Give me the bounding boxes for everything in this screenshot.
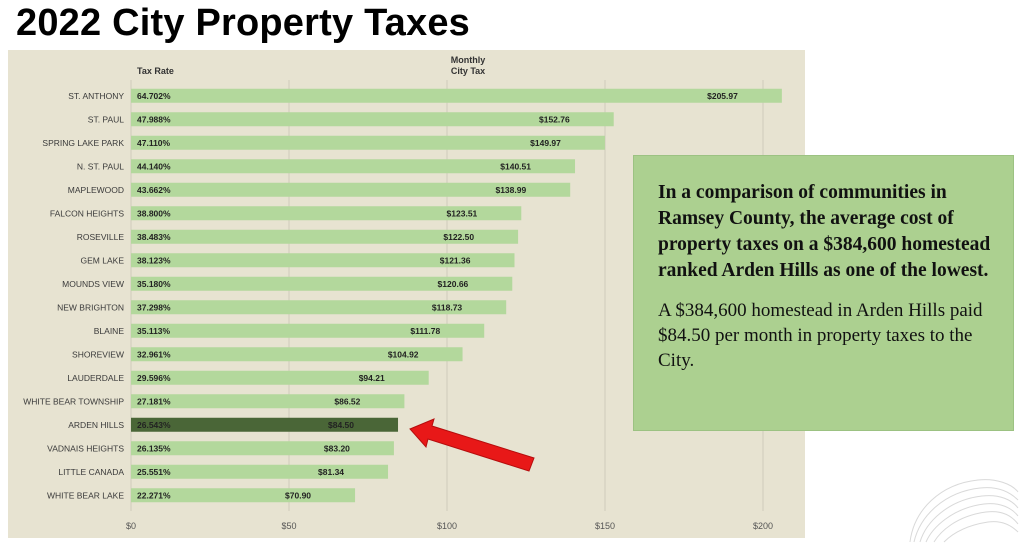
tax-rate-label: 26.135% (137, 443, 171, 453)
value-label: $83.20 (324, 443, 350, 453)
value-label: $140.51 (500, 161, 531, 171)
x-tick-label: $200 (753, 521, 773, 531)
tax-rate-label: 32.961% (137, 349, 171, 359)
bar-st-paul (131, 112, 614, 127)
bar-blaine (131, 323, 485, 338)
value-label: $120.66 (438, 279, 469, 289)
bar-n-st-paul (131, 159, 576, 174)
category-label: N. ST. PAUL (77, 161, 124, 171)
value-label: $152.76 (539, 114, 570, 124)
tax-rate-label: 37.298% (137, 302, 171, 312)
bar-vadnais-heights (131, 441, 394, 456)
value-label: $121.36 (440, 255, 471, 265)
bar-falcon-heights (131, 206, 522, 221)
category-label: GEM LAKE (81, 255, 125, 265)
slide-title: 2022 City Property Taxes (16, 2, 470, 44)
category-label: ROSEVILLE (77, 232, 125, 242)
value-label: $149.97 (530, 138, 561, 148)
labels: ST. ANTHONY 64.702% $205.97 ST. PAUL 47.988%… (23, 91, 738, 501)
x-tick-label: $50 (281, 521, 296, 531)
tax-rate-label: 27.181% (137, 396, 171, 406)
category-label: FALCON HEIGHTS (50, 208, 124, 218)
value-label: $84.50 (328, 420, 354, 430)
category-label: MAPLEWOOD (68, 185, 124, 195)
category-label: LAUDERDALE (67, 373, 124, 383)
tax-rate-label: 38.123% (137, 255, 171, 265)
tax-rate-label: 35.113% (137, 326, 171, 336)
category-label: WHITE BEAR LAKE (47, 490, 124, 500)
tax-rate-label: 43.662% (137, 185, 171, 195)
value-label: $111.78 (410, 326, 440, 336)
column-headers: Tax Rate Monthly City Tax (137, 55, 485, 76)
bar-spring-lake-park (131, 135, 605, 150)
value-label: $104.92 (388, 349, 419, 359)
tax-rate-label: 26.543% (137, 420, 171, 430)
x-tick-label: $0 (126, 521, 136, 531)
category-label: ST. ANTHONY (68, 91, 124, 101)
bar-gem-lake (131, 253, 515, 268)
tax-rate-label: 35.180% (137, 279, 171, 289)
bar-mounds-view (131, 276, 513, 291)
value-label: $122.50 (443, 232, 474, 242)
bar-maplewood (131, 182, 571, 197)
bars (131, 88, 782, 503)
bar-lauderdale (131, 370, 429, 385)
decorative-sketch-icon (909, 479, 1019, 543)
category-label: LITTLE CANADA (58, 467, 124, 477)
bar-st-anthony (131, 88, 782, 103)
tax-rate-label: 38.483% (137, 232, 171, 242)
bar-shoreview (131, 347, 463, 362)
category-label: MOUNDS VIEW (62, 279, 124, 289)
bar-white-bear-lake (131, 488, 356, 503)
x-tick-label: $150 (595, 521, 615, 531)
value-label: $123.51 (447, 208, 478, 218)
value-label: $81.34 (318, 467, 344, 477)
tax-rate-label: 25.551% (137, 467, 171, 477)
x-tick-label: $100 (437, 521, 457, 531)
category-label: NEW BRIGHTON (57, 302, 124, 312)
tax-rate-label: 64.702% (137, 91, 171, 101)
bar-little-canada (131, 464, 389, 479)
value-label: $138.99 (495, 185, 526, 195)
callout-heading: In a comparison of communities in Ramsey… (658, 182, 991, 281)
callout-body: A $384,600 homestead in Arden Hills paid… (658, 300, 983, 371)
category-label: SHOREVIEW (72, 349, 124, 359)
tax-rate-label: 29.596% (137, 373, 171, 383)
value-label: $94.21 (359, 373, 385, 383)
header-monthly-city-tax: Monthly City Tax (451, 55, 486, 76)
value-label: $118.73 (432, 302, 463, 312)
value-label: $70.90 (285, 490, 311, 500)
tax-rate-label: 22.271% (137, 490, 171, 500)
bar-roseville (131, 229, 519, 244)
callout-box: In a comparison of communities in Ramsey… (633, 155, 1014, 431)
tax-rate-label: 47.110% (137, 138, 171, 148)
bar-chart: ST. ANTHONY 64.702% $205.97 ST. PAUL 47.988%… (23, 55, 782, 531)
category-label: VADNAIS HEIGHTS (47, 443, 124, 453)
bar-arden-hills (131, 417, 399, 432)
highlight-arrow-icon (409, 418, 535, 472)
header-tax-rate: Tax Rate (137, 66, 174, 76)
category-label: BLAINE (94, 326, 125, 336)
tax-rate-label: 47.988% (137, 114, 171, 124)
category-label: WHITE BEAR TOWNSHIP (23, 396, 124, 406)
bar-white-bear-township (131, 394, 405, 409)
x-axis-ticks: $0 $50 $100 $150 $200 (126, 521, 773, 531)
category-label: ARDEN HILLS (68, 420, 124, 430)
category-label: SPRING LAKE PARK (42, 138, 124, 148)
category-label: ST. PAUL (88, 114, 124, 124)
tax-rate-label: 38.800% (137, 208, 171, 218)
value-label: $86.52 (334, 396, 360, 406)
bar-new-brighton (131, 300, 507, 315)
value-label: $205.97 (707, 91, 738, 101)
tax-rate-label: 44.140% (137, 161, 171, 171)
